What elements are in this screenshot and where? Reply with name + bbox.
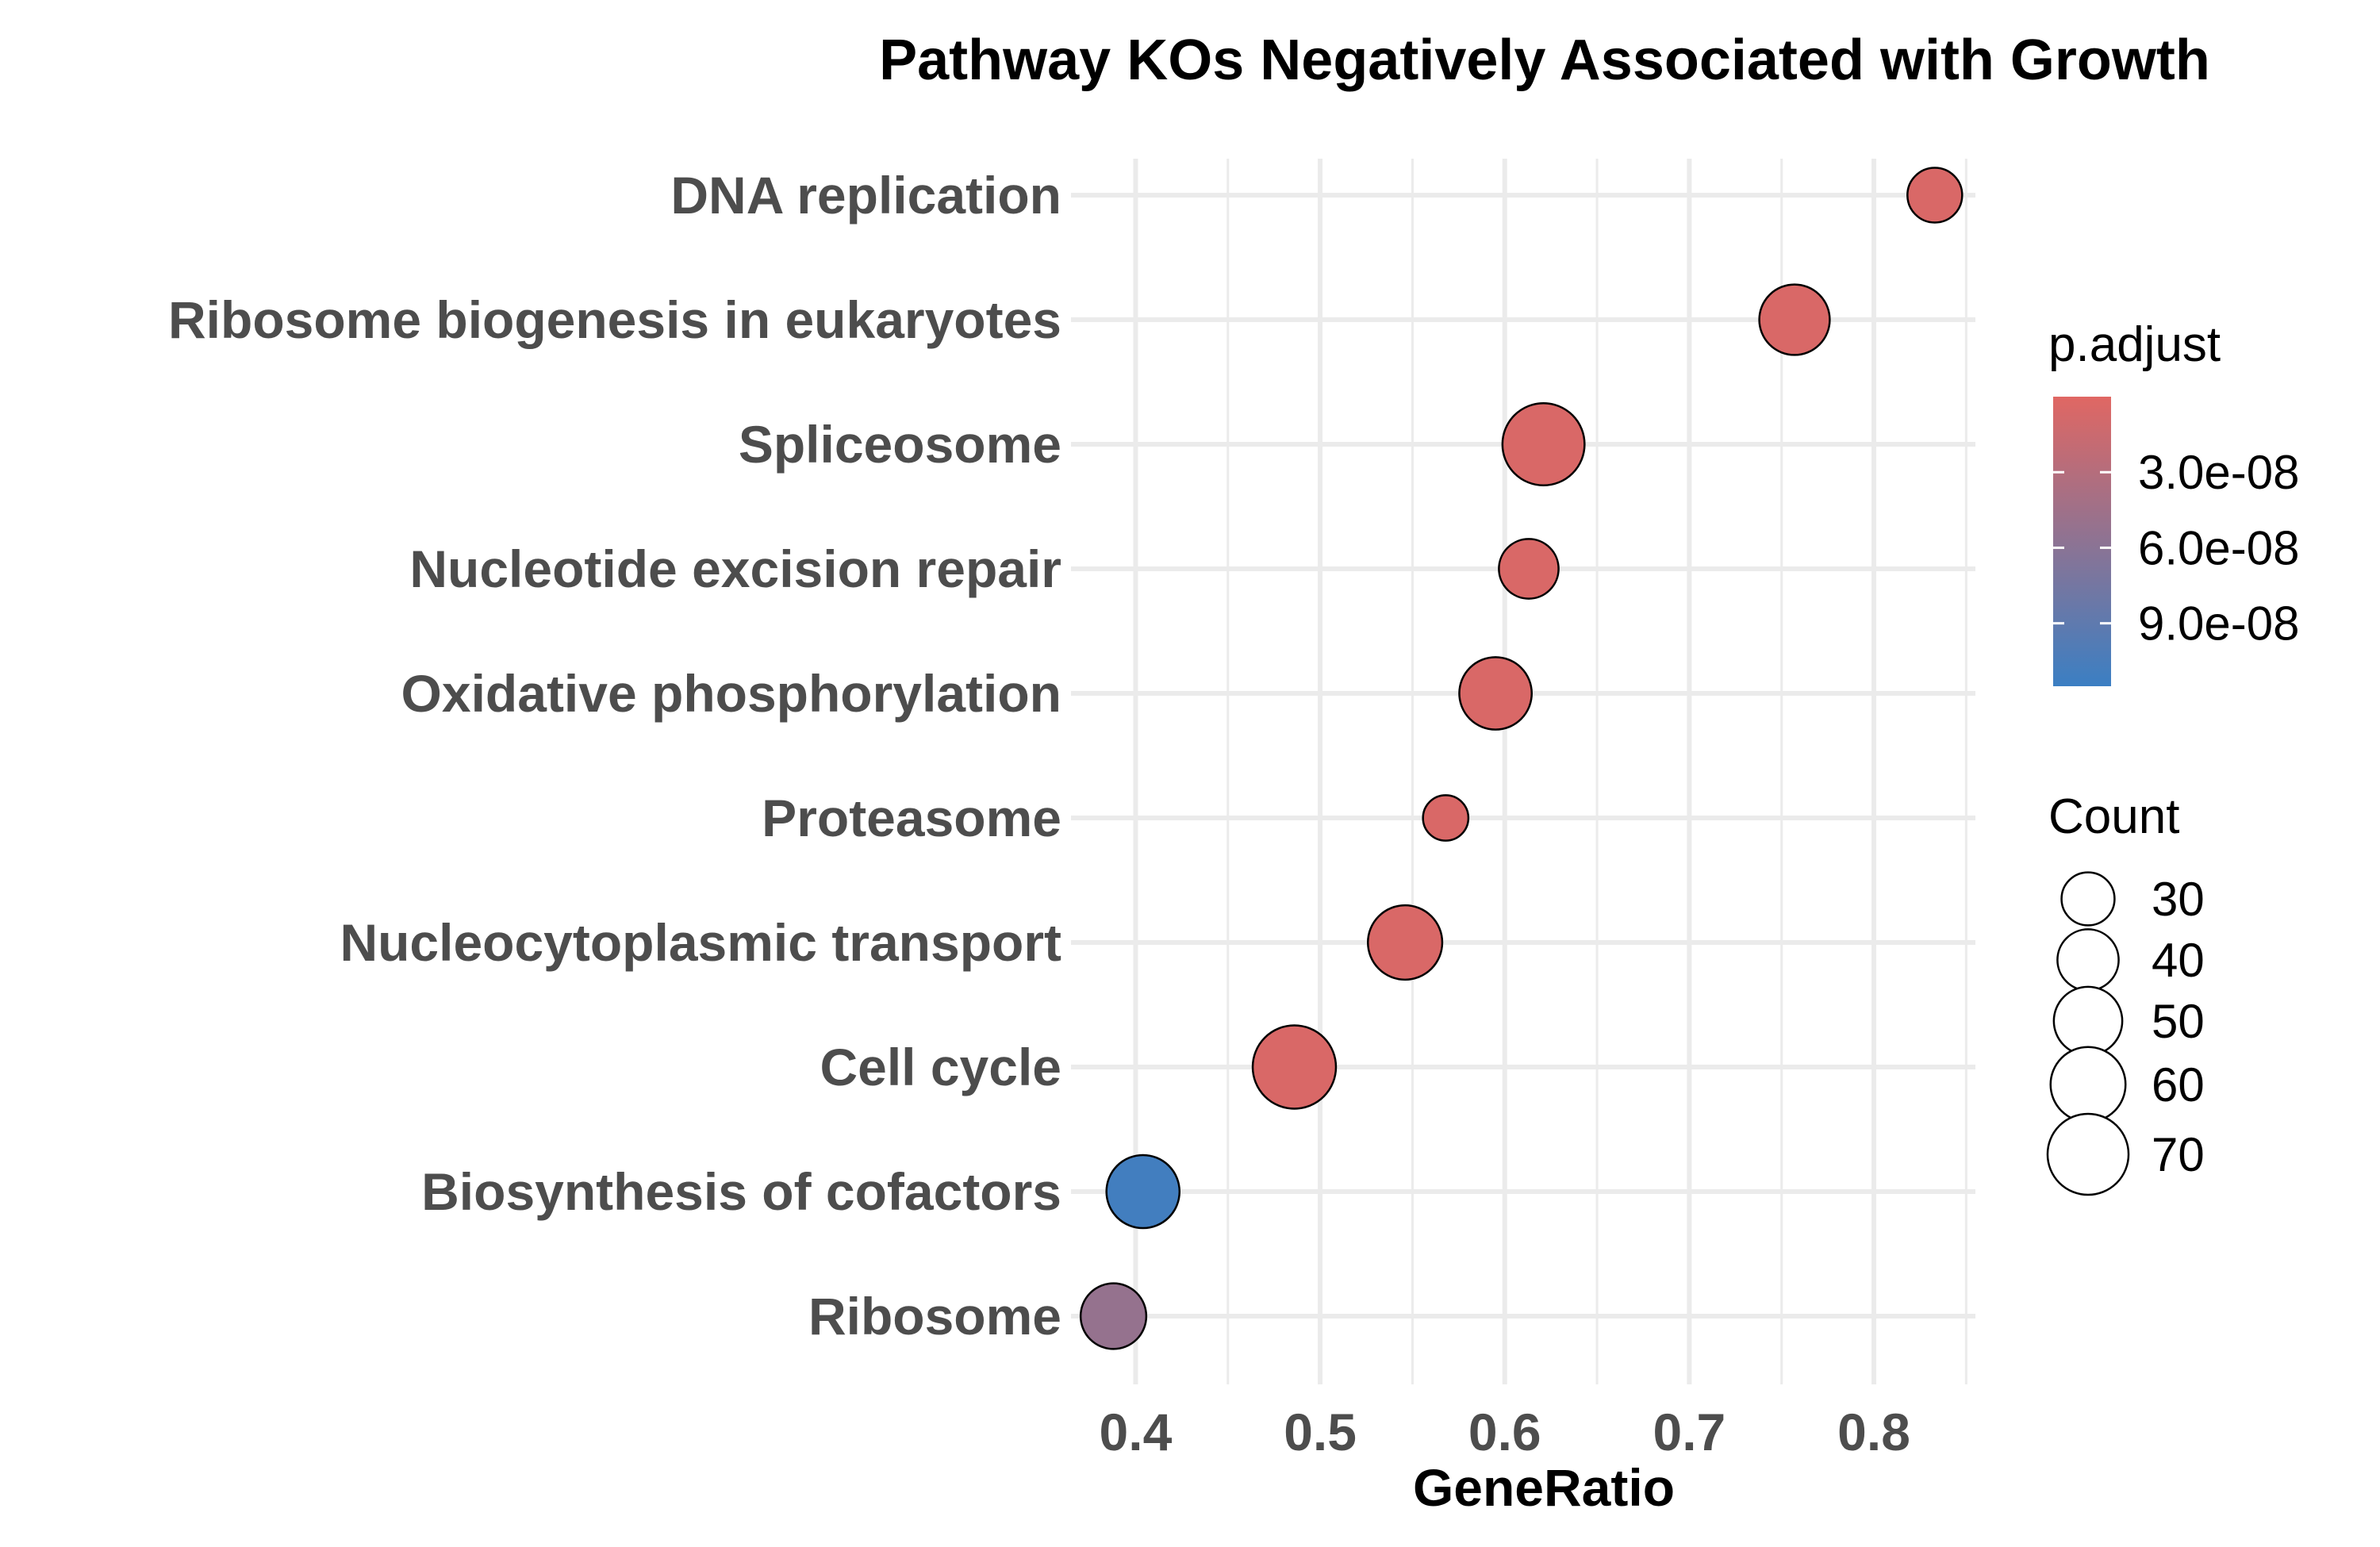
points [1079,167,1964,1350]
color-legend-label: 6.0e-08 [2138,521,2300,574]
color-legend-label: 9.0e-08 [2138,597,2300,651]
size-legend-label: 40 [2152,934,2205,987]
data-point [1422,794,1470,842]
size-legend-key [2060,871,2116,927]
y-tick-label: Nucleocytoplasmic transport [340,913,1061,972]
data-point [1251,1024,1338,1110]
y-tick-label: Ribosome biogenesis in eukaryotes [168,290,1061,349]
data-point [1458,656,1534,731]
y-tick-label: Biosynthesis of cofactors [421,1162,1061,1221]
grid [1071,159,1975,1384]
data-point [1105,1154,1181,1230]
x-tick-label: 0.6 [1468,1403,1541,1461]
y-tick-label: Nucleotide excision repair [409,539,1061,598]
y-tick-label: Ribosome [808,1287,1061,1345]
size-legend-key [2056,928,2120,992]
data-point [1501,401,1586,487]
color-legend-label: 3.0e-08 [2138,446,2300,499]
x-tick-label: 0.5 [1284,1403,1357,1461]
data-point [1079,1282,1148,1350]
size-legend-key [2049,1046,2127,1123]
size-legend-label: 30 [2152,873,2205,926]
y-tick-label: Proteasome [762,789,1061,847]
chart-title: Pathway KOs Negatively Associated with G… [879,29,2210,92]
color-legend-title: p.adjust [2048,317,2221,372]
data-point [1758,283,1831,356]
size-legend: Count 30 40 50 60 70 [2046,789,2205,1196]
size-legend-title: Count [2048,789,2179,844]
data-point [1906,167,1964,224]
x-tick-label: 0.4 [1100,1403,1173,1461]
color-legend: p.adjust 3.0e-08 6.0e-08 9.0e-08 [2048,317,2300,686]
y-tick-label: Oxidative phosphorylation [401,664,1061,723]
y-tick-label: Spliceosome [739,415,1061,474]
y-tick-label: DNA replication [670,166,1061,225]
size-legend-label: 50 [2152,995,2205,1048]
size-legend-label: 70 [2152,1128,2205,1181]
data-point [1366,904,1444,981]
y-axis-labels: DNA replication Ribosome biogenesis in eu… [168,166,1061,1345]
x-tick-label: 0.7 [1653,1403,1726,1461]
y-tick-label: Cell cycle [820,1038,1061,1096]
x-axis-ticks: 0.4 0.5 0.6 0.7 0.8 [1100,1403,1910,1461]
data-point [1498,538,1560,600]
size-legend-key [2046,1112,2130,1196]
x-tick-label: 0.8 [1837,1403,1910,1461]
x-axis-title: GeneRatio [1413,1458,1675,1517]
size-legend-key [2052,985,2124,1057]
color-bar [2053,397,2111,686]
size-legend-label: 60 [2152,1058,2205,1111]
